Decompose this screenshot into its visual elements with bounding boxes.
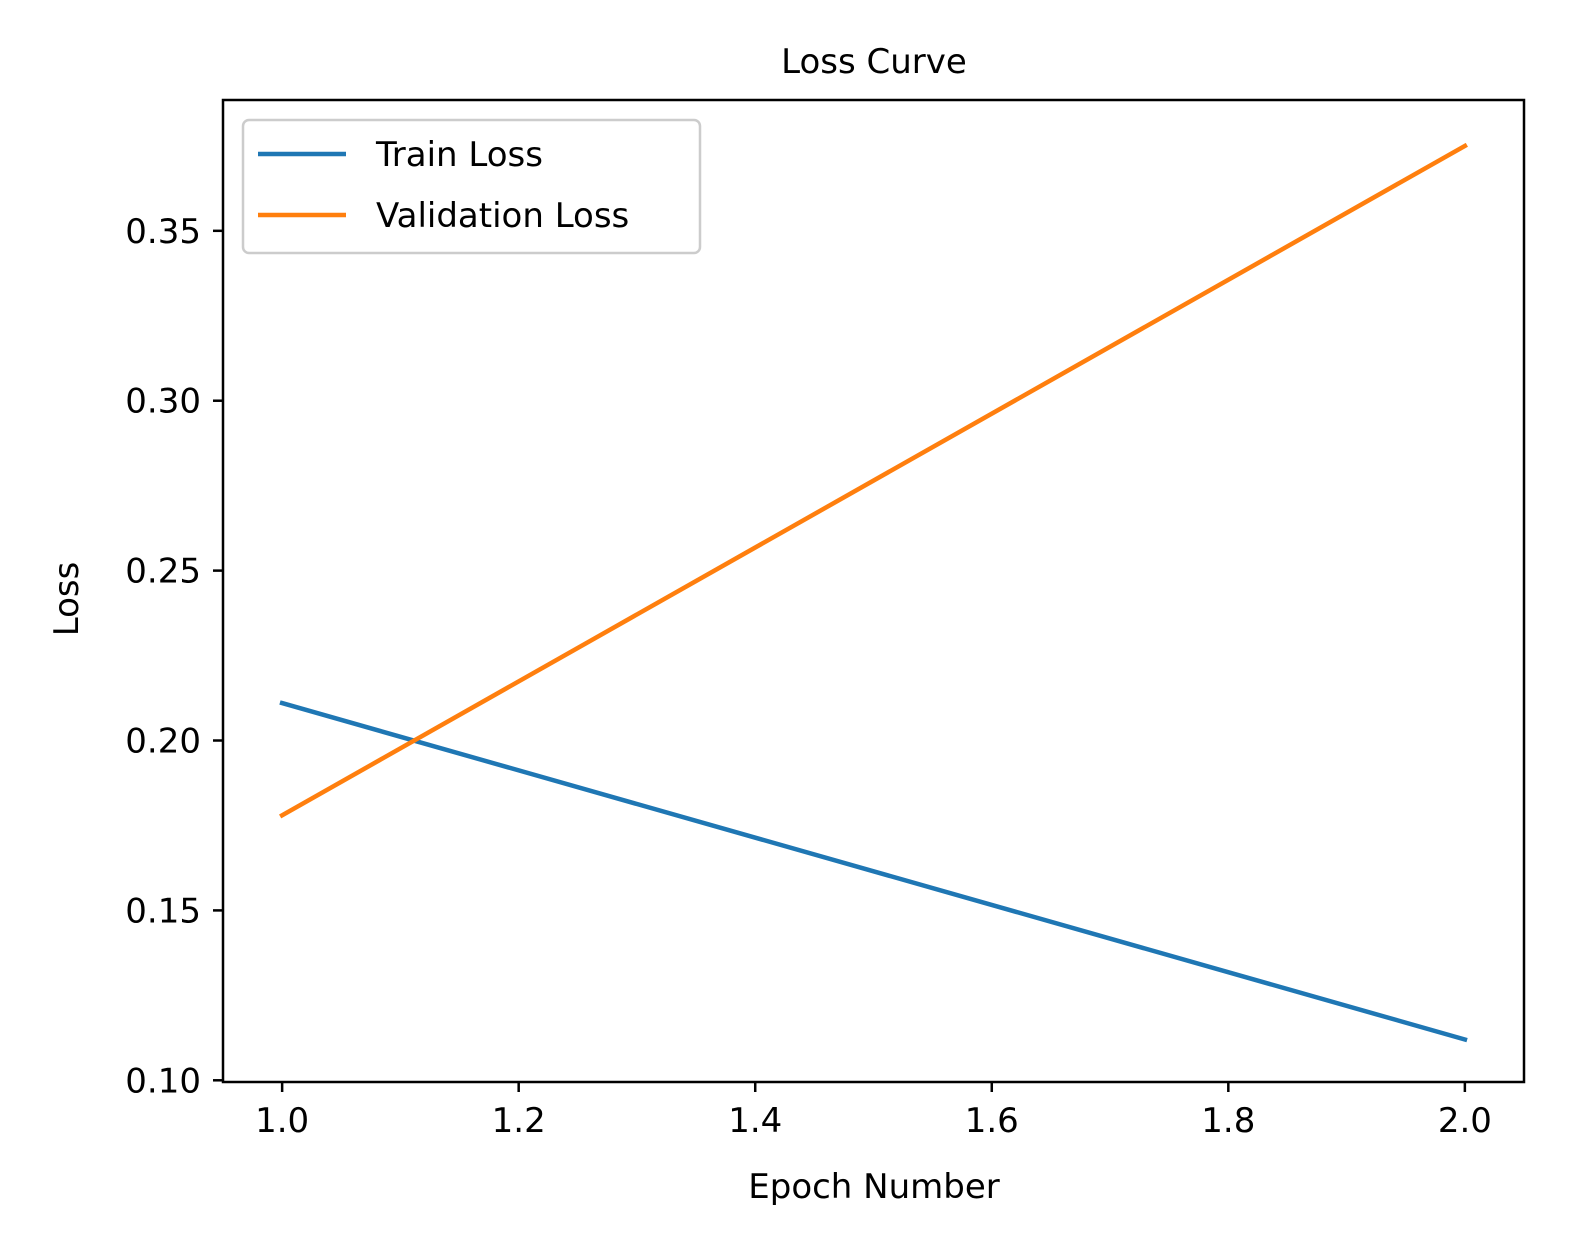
series-layer bbox=[279, 142, 1468, 1043]
x-tick-label: 1.6 bbox=[965, 1101, 1019, 1141]
x-tick-label: 1.0 bbox=[255, 1101, 309, 1141]
x-tick-label: 1.4 bbox=[728, 1101, 782, 1141]
plot-frame bbox=[221, 98, 1526, 1084]
y-axis-label: Loss bbox=[47, 562, 87, 637]
y-tick-label: 0.25 bbox=[125, 552, 201, 592]
x-axis: 1.0 1.2 1.4 1.6 1.8 2.0 bbox=[255, 1082, 1492, 1141]
y-tick-label: 0.15 bbox=[125, 891, 201, 931]
x-tick-label: 2.0 bbox=[1438, 1101, 1492, 1141]
x-tick-label: 1.8 bbox=[1201, 1101, 1255, 1141]
x-axis-label: Epoch Number bbox=[748, 1167, 1000, 1207]
y-tick-label: 0.20 bbox=[125, 722, 201, 762]
legend-box bbox=[241, 118, 702, 255]
y-axis: 0.10 0.15 0.20 0.25 0.30 0.35 bbox=[125, 212, 223, 1101]
series-line-1 bbox=[279, 700, 1468, 1043]
y-tick-label: 0.30 bbox=[125, 382, 201, 422]
x-tick-label: 1.2 bbox=[492, 1101, 546, 1141]
y-tick-label: 0.10 bbox=[125, 1061, 201, 1101]
legend-label-2: Validation Loss bbox=[376, 196, 629, 236]
y-tick-label: 0.35 bbox=[125, 212, 201, 252]
plot-area bbox=[221, 98, 1526, 1084]
legend-label-1: Train Loss bbox=[375, 135, 543, 175]
chart-title: Loss Curve bbox=[781, 42, 967, 82]
series-line-2 bbox=[279, 142, 1468, 819]
legend: Train Loss Validation Loss bbox=[241, 118, 702, 255]
